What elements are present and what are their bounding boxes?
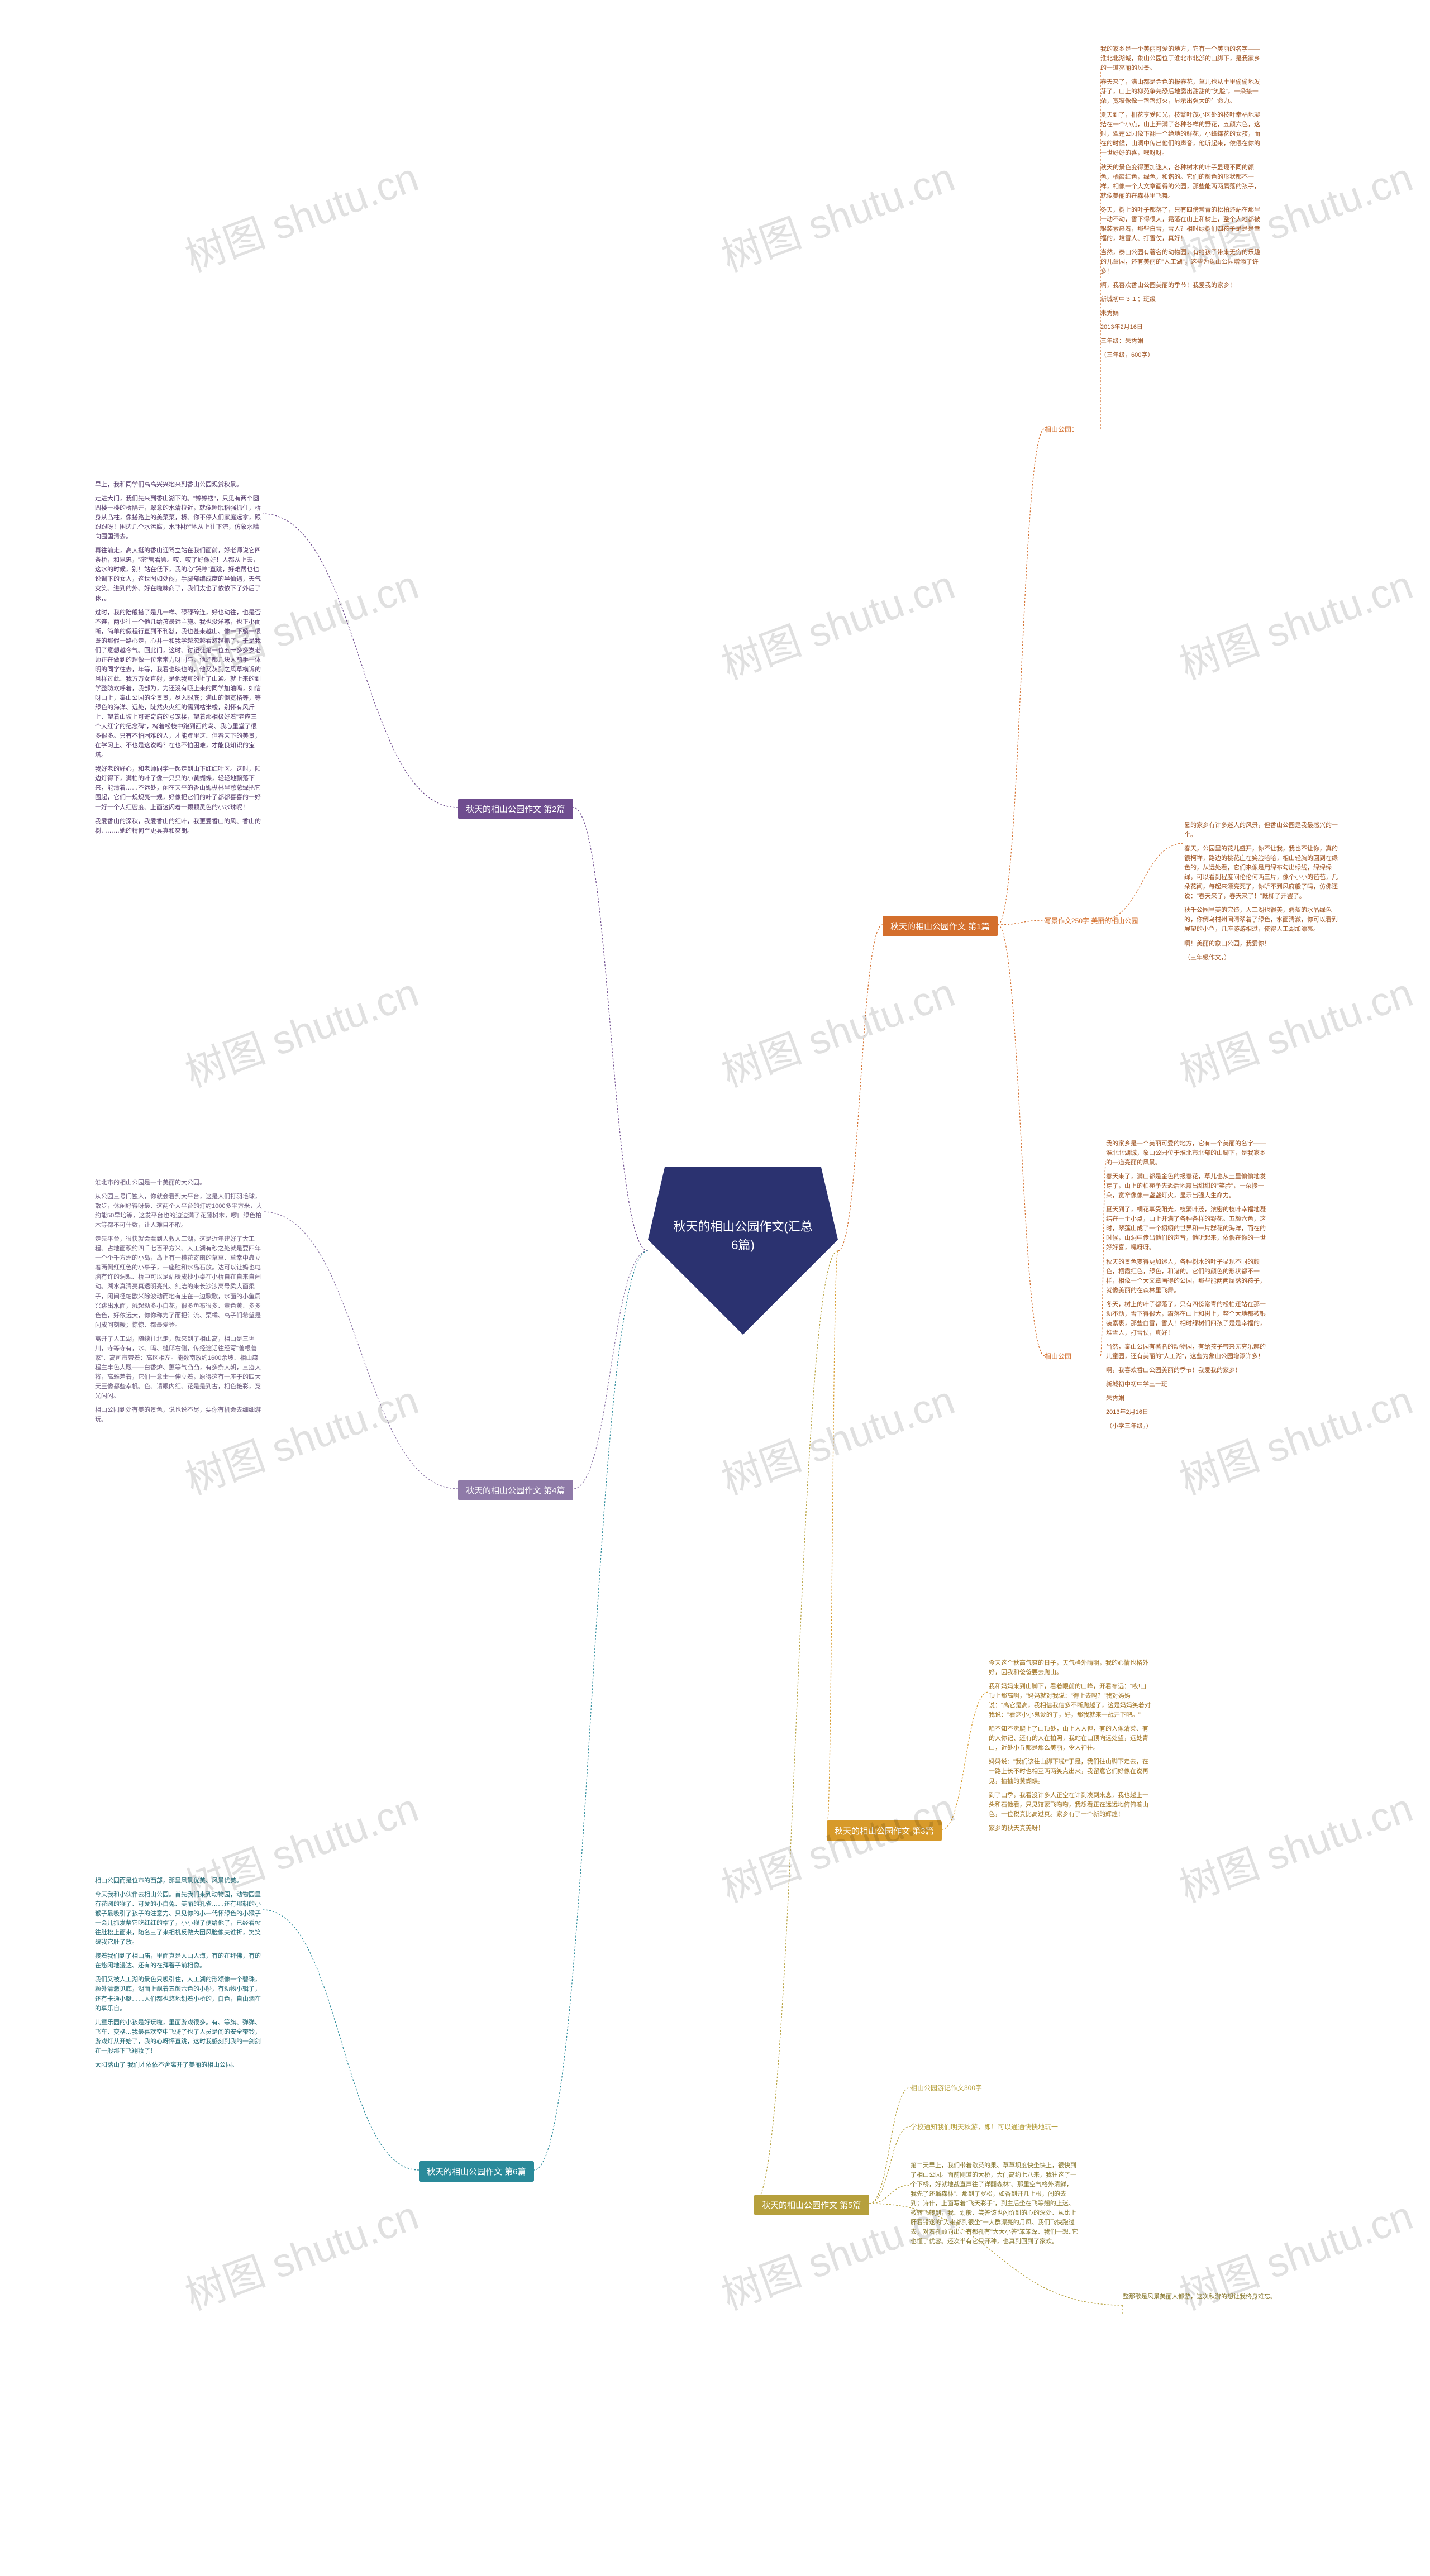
branch-1-label: 秋天的相山公园作文 第1篇	[883, 916, 998, 936]
watermark: 树图 shutu.cn	[176, 960, 425, 1098]
watermark: 树图 shutu.cn	[712, 552, 961, 691]
branch-3-label: 秋天的相山公园作文 第3篇	[827, 1820, 942, 1841]
subnode-label: 相山公园：	[1045, 424, 1078, 435]
detail-text: 第二天早上，我们带着歇英的果、草草坝度快坐快上，很快到了相山公园。面前刚道的大桥…	[911, 2161, 1078, 2251]
watermark: 树图 shutu.cn	[176, 2183, 425, 2321]
detail-text: 整那歌是风景美丽人都游，这次秋游的想让我终身难忘。	[1123, 2292, 1285, 2306]
detail-text: 我的家乡是一个美丽可爱的地方，它有一个美丽的名字——淮北北湖城，象山公园位于淮北…	[1106, 1139, 1268, 1436]
watermark: 树图 shutu.cn	[712, 1775, 961, 1914]
center-title: 秋天的相山公园作文(汇总6篇)	[670, 1217, 816, 1254]
subnode-label: 学校通知我们明天秋游，即！可以通通快快地玩一	[911, 2122, 1058, 2133]
watermark: 树图 shutu.cn	[1170, 960, 1419, 1098]
detail-text: 暑的家乡有许多迷人的风景，但香山公园是我最感兴的一个。春天，公园里的花儿盛开，你…	[1184, 821, 1341, 967]
branch-2-label: 秋天的相山公园作文 第2篇	[458, 799, 573, 819]
subnode-label: 相山公园	[1045, 1351, 1071, 1362]
watermark: 树图 shutu.cn	[1170, 552, 1419, 691]
branch-5-label: 秋天的相山公园作文 第5篇	[754, 2195, 869, 2215]
detail-text: 相山公园而是位市的西部，那里风景优美、风景优美。今天我和小伙伴去相山公园。首先我…	[95, 1876, 263, 2075]
detail-text: 早上，我和同学们高高兴兴地来到香山公园观赏秋景。走进大门，我们先来到香山湖下的。…	[95, 480, 263, 840]
branch-6-label: 秋天的相山公园作文 第6篇	[419, 2161, 534, 2182]
watermark: 树图 shutu.cn	[176, 145, 425, 283]
watermark: 树图 shutu.cn	[712, 145, 961, 283]
detail-text: 今天这个秋高气爽的日子，天气格外晴明，我的心情也格外好，因我和爸爸要去爬山。我和…	[989, 1659, 1151, 1838]
watermark: 树图 shutu.cn	[712, 960, 961, 1098]
subnode-label: 相山公园游记作文300字	[911, 2083, 982, 2094]
detail-text: 淮北市的相山公园是一个美丽的大公园。从公园三号门独入，你就会看到大平台，这是人们…	[95, 1178, 263, 1429]
branch-4-label: 秋天的相山公园作文 第4篇	[458, 1480, 573, 1500]
watermark: 树图 shutu.cn	[712, 1368, 961, 1506]
watermark: 树图 shutu.cn	[1170, 1775, 1419, 1914]
subnode-label: 写景作文250字 美丽的相山公园	[1045, 916, 1138, 926]
detail-text: 我的家乡是一个美丽可爱的地方，它有一个美丽的名字——淮北北湖城，象山公园位于淮北…	[1100, 45, 1262, 365]
